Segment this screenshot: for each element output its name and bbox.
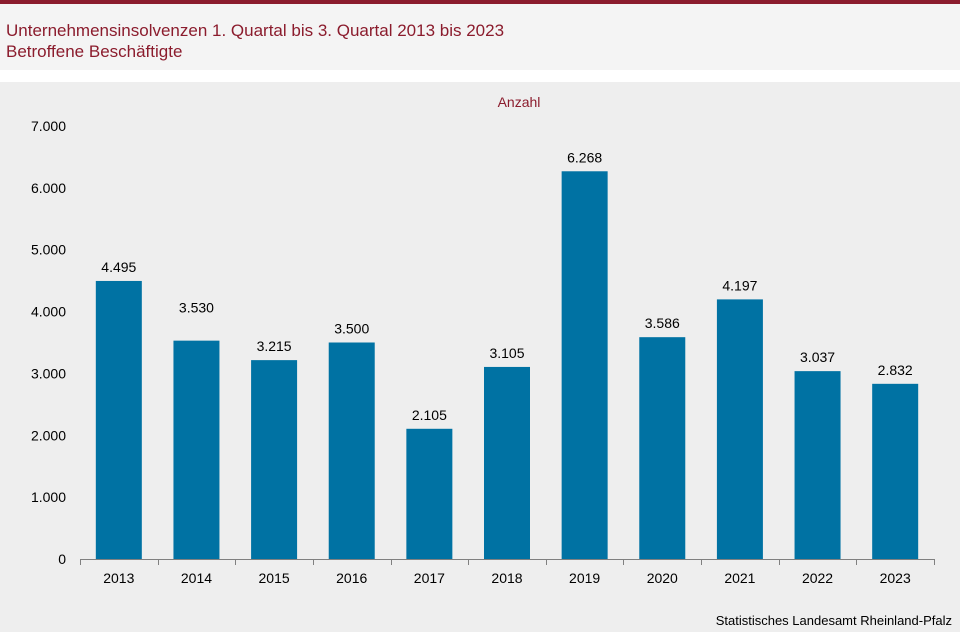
x-tick-label: 2013: [103, 570, 134, 586]
source-note: Statistisches Landesamt Rheinland-Pfalz: [715, 613, 952, 628]
x-tick-label: 2014: [181, 570, 212, 586]
chart-subtitle: Betroffene Beschäftigte: [6, 42, 183, 61]
bar-chart: Anzahl 0 1.000 2.000 3.000 4.000 5.000 6.000 7.…: [31, 94, 935, 586]
x-tick-label: 2023: [880, 570, 911, 586]
x-tick-label: 2022: [802, 570, 833, 586]
x-tick-label: 2017: [414, 570, 445, 586]
value-label-2018: 3.105: [489, 345, 524, 361]
bar-2018: [484, 366, 530, 559]
value-label-2019: 6.268: [567, 149, 602, 165]
bar-2017: [406, 428, 453, 559]
value-label-2021: 4.197: [722, 277, 757, 293]
value-label-2022: 3.037: [800, 349, 835, 365]
value-label-2015: 3.215: [257, 338, 292, 354]
x-tick-label: 2019: [569, 570, 600, 586]
x-tick-label: 2016: [336, 570, 367, 586]
y-axis-label: Anzahl: [498, 94, 541, 110]
value-label-2017: 2.105: [412, 407, 447, 423]
bar-2016: [328, 342, 375, 559]
bar-2014: [173, 340, 220, 559]
chart-header: Unternehmensinsolvenzen 1. Quartal bis 3…: [0, 4, 960, 70]
y-tick-label: 7.000: [31, 118, 66, 134]
y-tick-label: 0: [58, 551, 66, 567]
y-tick-label: 2.000: [31, 427, 66, 443]
top-accent-rule: [0, 0, 960, 4]
x-tick-label: 2018: [491, 570, 522, 586]
y-tick-label: 1.000: [31, 489, 66, 505]
y-tick-label: 6.000: [31, 180, 66, 196]
bar-2015: [251, 360, 298, 559]
x-tick-label: 2015: [259, 570, 290, 586]
y-tick-label: 3.000: [31, 365, 66, 381]
bar-2023: [872, 383, 919, 559]
bars: 4.495 3.530 3.215 3.500 2.105 3.105 6.268 3.586…: [95, 149, 919, 559]
value-label-2016: 3.500: [334, 321, 369, 337]
x-tick-label: 2021: [724, 570, 755, 586]
bar-2022: [794, 371, 841, 559]
x-axis: 2013 2014 2015 2016 2017 2018 2019 2020 2021 2022…: [80, 559, 935, 586]
bar-2019: [561, 171, 608, 559]
chart-area: Anzahl 0 1.000 2.000 3.000 4.000 5.000 6.000 7.…: [0, 82, 960, 632]
value-label-2020: 3.586: [645, 315, 680, 331]
value-label-2023: 2.832: [878, 362, 913, 378]
header-separator: [0, 70, 960, 82]
bar-2013: [95, 280, 142, 559]
bar-2020: [639, 337, 686, 559]
y-axis-ticks: 0 1.000 2.000 3.000 4.000 5.000 6.000 7.000: [31, 118, 66, 567]
y-tick-label: 5.000: [31, 242, 66, 258]
value-label-2014: 3.530: [179, 300, 214, 316]
bar-2021: [716, 299, 763, 559]
y-tick-label: 4.000: [31, 304, 66, 320]
value-label-2013: 4.495: [101, 259, 136, 275]
x-tick-label: 2020: [647, 570, 678, 586]
chart-title: Unternehmensinsolvenzen 1. Quartal bis 3…: [6, 21, 505, 40]
